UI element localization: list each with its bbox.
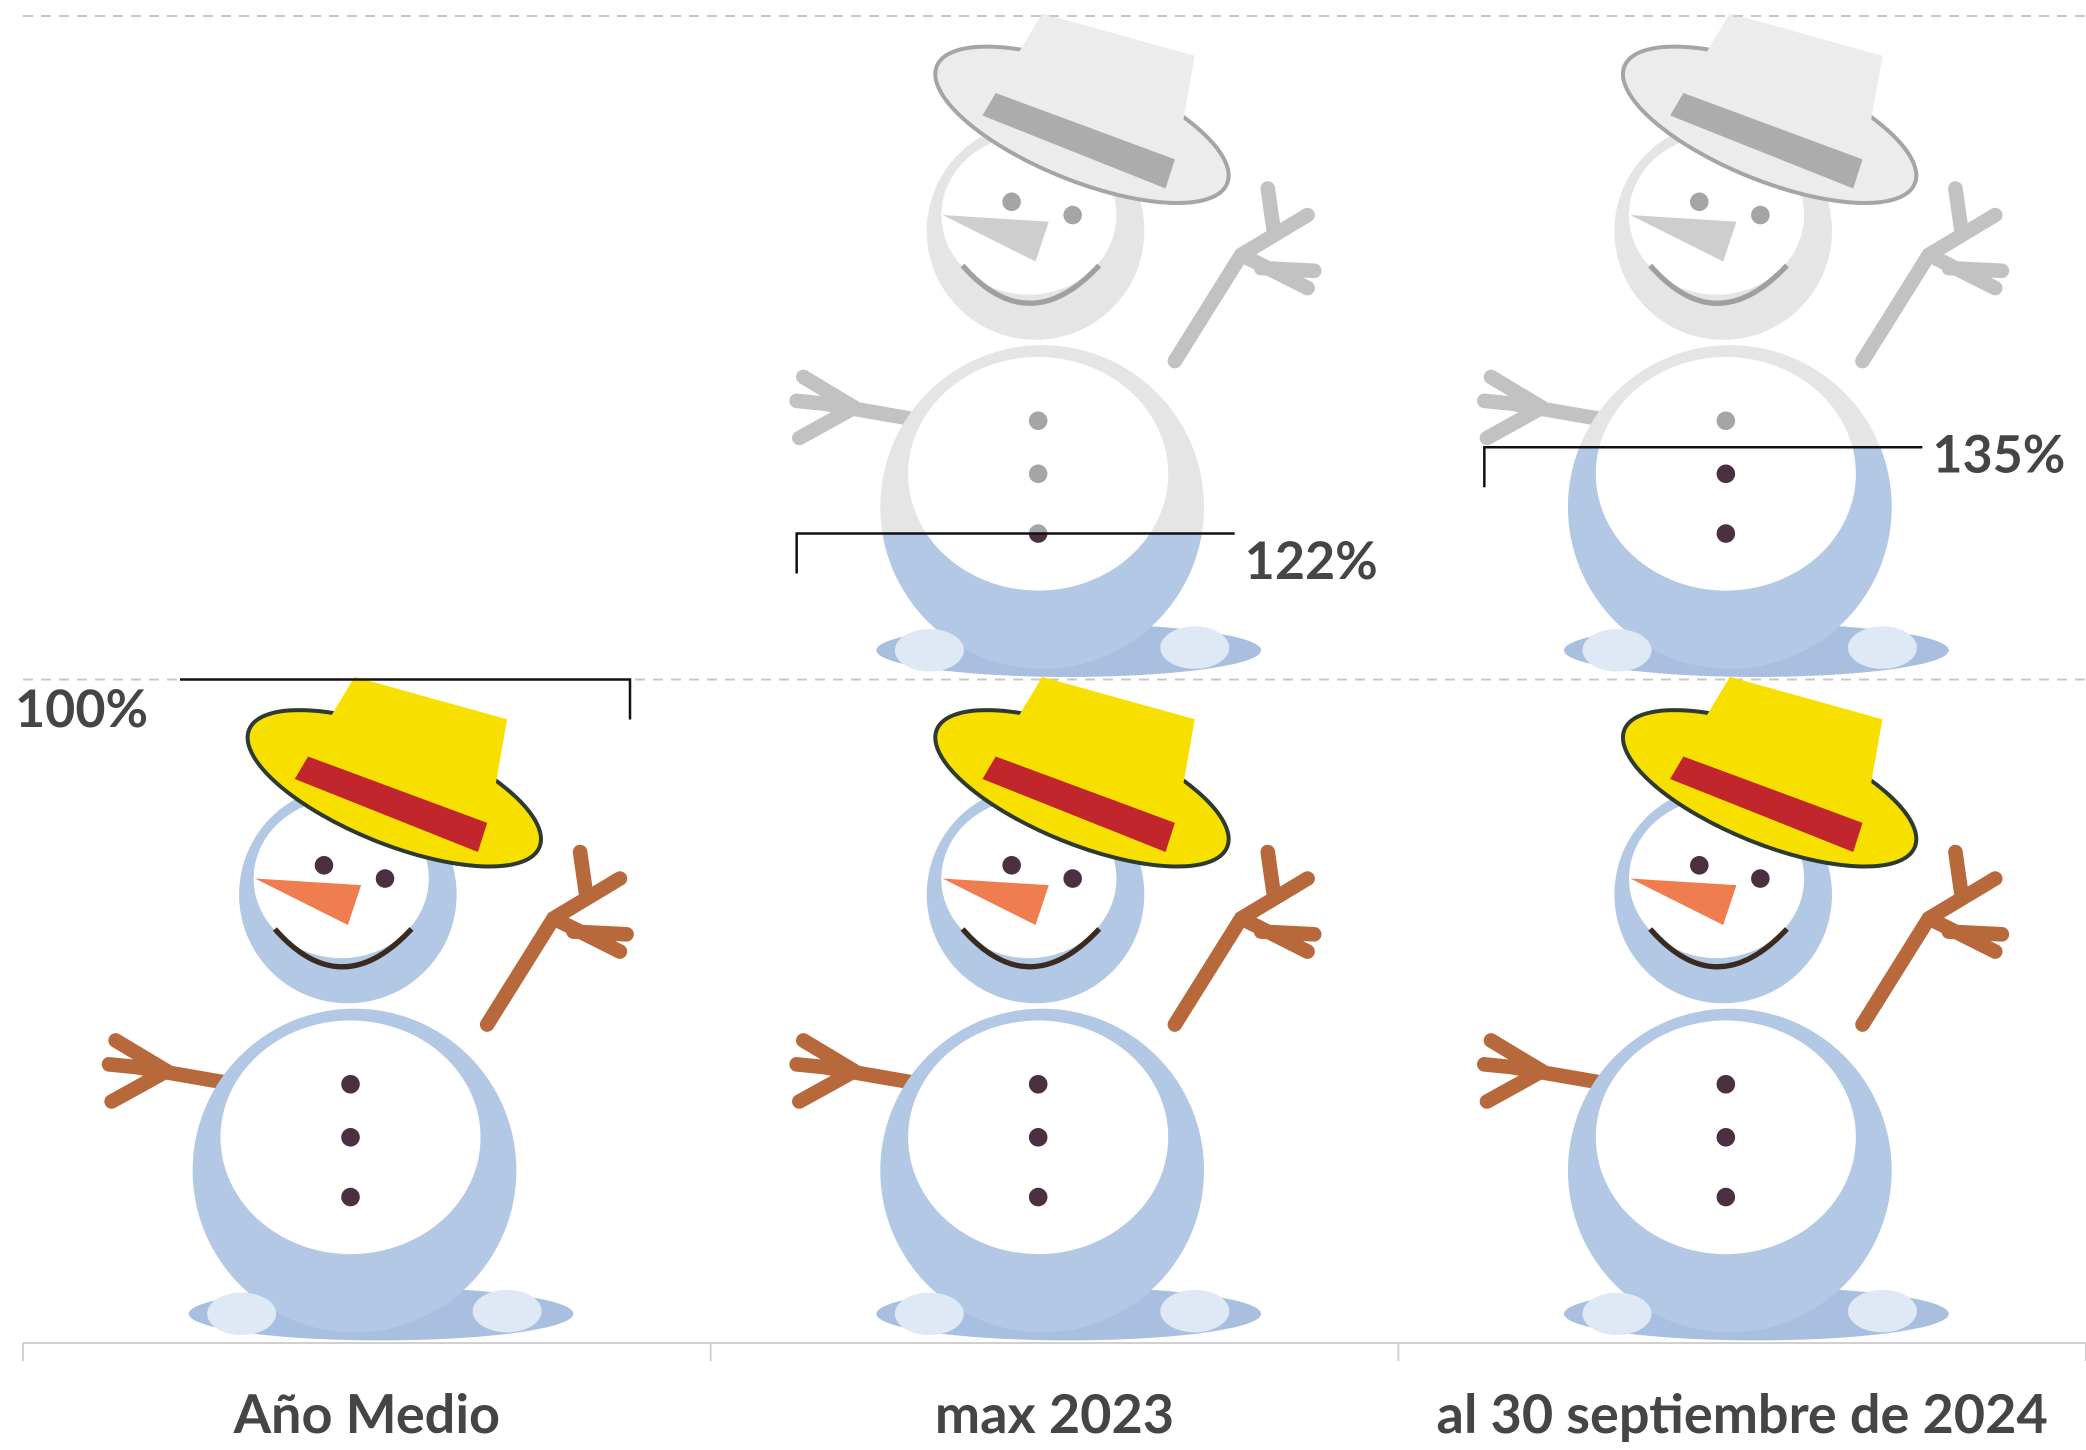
snowman-partial (1563, 447, 1949, 677)
pictogram-stack (101, 676, 634, 1341)
snow-ball (1582, 1292, 1652, 1336)
hat-crown (989, 13, 1195, 169)
hat-crown (1676, 13, 1883, 169)
value-line (1483, 446, 1923, 488)
smile (960, 927, 1102, 970)
value-line (180, 678, 632, 720)
hat-band (1670, 92, 1863, 189)
eye (1002, 855, 1021, 875)
button (1716, 411, 1736, 431)
nose (254, 878, 362, 925)
eye (1063, 869, 1082, 888)
hat-band (982, 756, 1175, 853)
eye (1751, 205, 1770, 225)
body-highlight (1595, 447, 1856, 591)
hat-band (982, 92, 1175, 189)
left-arm (101, 1033, 243, 1109)
nose (1630, 215, 1737, 262)
eye (1751, 869, 1770, 888)
button (1028, 1128, 1048, 1147)
button (1716, 524, 1736, 543)
nose (942, 215, 1049, 262)
body-highlight (926, 533, 1150, 591)
nose (1630, 878, 1737, 925)
eye (375, 869, 395, 888)
button (1028, 533, 1048, 543)
snowman-full (789, 676, 1322, 1341)
x-tick-label: max 2023 (935, 1380, 1174, 1445)
button (1028, 1074, 1048, 1094)
right-arm (1855, 181, 2010, 369)
hat-crown (301, 676, 508, 833)
snow-ball (894, 1292, 964, 1336)
button (1716, 1074, 1736, 1094)
right-arm (1167, 181, 1322, 369)
button (341, 1187, 360, 1207)
x-tick-label: Año Medio (233, 1380, 500, 1445)
button (341, 1128, 360, 1147)
left-arm (789, 369, 931, 446)
smile (1648, 263, 1789, 306)
value-label: 122% (1245, 529, 1378, 591)
button (1716, 464, 1736, 484)
pictogram-stack (789, 13, 1322, 1341)
hat-band (1670, 756, 1863, 853)
snow-ball (1847, 1289, 1917, 1333)
snow-ball (1847, 626, 1917, 669)
right-arm (1167, 844, 1322, 1032)
x-tick-label: al 30 septiembre de 2024 (1437, 1380, 2048, 1445)
snowman-partial (876, 533, 1262, 677)
nose (942, 878, 1049, 925)
snowman-full (101, 676, 634, 1341)
hat-crown (1676, 676, 1883, 833)
snow-ball (894, 629, 964, 672)
right-arm (1855, 844, 2010, 1032)
snow-ball (1160, 1289, 1230, 1333)
eye (1063, 205, 1082, 225)
button (1716, 1128, 1736, 1147)
left-arm (789, 1033, 931, 1109)
button (1716, 1187, 1736, 1207)
snow-ball (1582, 629, 1652, 672)
hat-crown (989, 676, 1195, 833)
left-arm (1477, 369, 1618, 446)
snowman-full (1477, 676, 2010, 1341)
pictogram-stack (1477, 13, 2010, 1341)
snow-ball (207, 1292, 277, 1336)
eye (1690, 855, 1709, 875)
left-arm (1477, 1033, 1618, 1109)
hat-band (294, 756, 488, 853)
value-label: 135% (1932, 423, 2065, 485)
button (1028, 1187, 1048, 1207)
value-line (795, 532, 1235, 574)
value-label: 100% (15, 677, 148, 739)
snowman (1563, 447, 1949, 677)
snow-ball (472, 1289, 542, 1333)
smile (272, 927, 414, 970)
smile (960, 263, 1102, 306)
button (1028, 464, 1048, 484)
eye (1690, 192, 1709, 212)
right-arm (479, 844, 634, 1032)
button (1028, 411, 1048, 431)
button (341, 1074, 360, 1094)
snowman (876, 533, 1262, 677)
eye (1002, 192, 1021, 212)
snow-ball (1160, 626, 1230, 669)
eye (314, 855, 334, 875)
smile (1648, 927, 1789, 970)
